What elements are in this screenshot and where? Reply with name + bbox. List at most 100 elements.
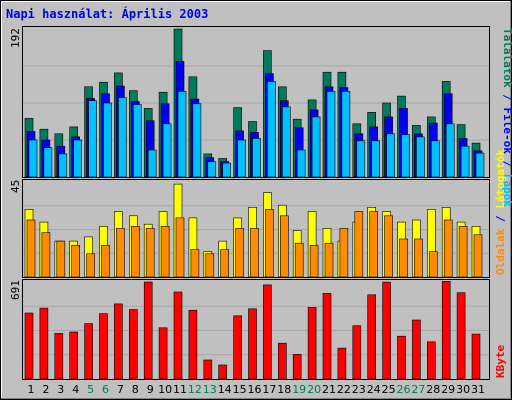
pages-bar-oldalak-day-18 bbox=[279, 215, 289, 278]
kbyte-bar-kbyte-day-13 bbox=[203, 359, 213, 380]
kbyte-bar-kbyte-day-16 bbox=[248, 308, 257, 380]
pages-bar-oldalak-day-29 bbox=[443, 219, 453, 278]
legend-lapok: Lapok bbox=[501, 174, 512, 207]
day-label: 9 bbox=[147, 383, 154, 396]
kbyte-bar-kbyte-day-17 bbox=[263, 284, 272, 380]
hits-bar-lapok-day-28 bbox=[430, 140, 440, 178]
hits-bar-lapok-day-7 bbox=[118, 97, 127, 178]
kbyte-legend: KByte bbox=[494, 345, 507, 378]
kbyte-bar-kbyte-day-22 bbox=[337, 347, 347, 380]
kbyte-bar-kbyte-day-24 bbox=[367, 294, 377, 380]
hits-bar-lapok-day-11 bbox=[177, 91, 187, 178]
day-label: 2 bbox=[42, 383, 49, 396]
pages-bar-oldalak-day-19 bbox=[294, 242, 304, 278]
hits-bar-lapok-day-24 bbox=[371, 140, 381, 178]
legend-sep-3: / bbox=[494, 209, 507, 229]
hits-bar-lapok-day-12 bbox=[192, 103, 202, 178]
pages-bar-oldalak-day-15 bbox=[235, 228, 244, 278]
hits-bar-lapok-day-5 bbox=[88, 100, 97, 178]
hits-bar-lapok-day-29 bbox=[445, 123, 455, 178]
day-label: 29 bbox=[441, 383, 455, 396]
hits-ymax-label: 192 bbox=[9, 28, 22, 48]
day-label: 5 bbox=[87, 383, 94, 396]
hits-bar-lapok-day-19 bbox=[296, 149, 306, 178]
pages-bar-oldalak-day-5 bbox=[86, 253, 95, 278]
kbyte-bar-kbyte-day-2 bbox=[39, 307, 49, 380]
day-label: 3 bbox=[57, 383, 64, 396]
hits-bar-lapok-day-30 bbox=[460, 145, 470, 178]
pages-bar-oldalak-day-10 bbox=[160, 226, 170, 278]
hits-bar-lapok-day-26 bbox=[401, 134, 410, 178]
legend-sep-1: / bbox=[501, 88, 512, 108]
hits-bar-lapok-day-22 bbox=[341, 91, 351, 178]
day-label: 30 bbox=[456, 383, 470, 396]
legend-latogatok: Látogatók bbox=[494, 149, 507, 209]
pages-bar-oldalak-day-6 bbox=[101, 245, 110, 278]
legend-sep-2: / bbox=[501, 154, 512, 174]
kbyte-bar-kbyte-day-31 bbox=[471, 333, 481, 380]
kbyte-bar-kbyte-day-5 bbox=[84, 323, 93, 380]
kbyte-bar-kbyte-day-30 bbox=[456, 292, 466, 380]
pages-bar-oldalak-day-23 bbox=[354, 211, 364, 278]
day-label: 4 bbox=[72, 383, 79, 396]
legend-talalatok: Találatok bbox=[501, 28, 512, 88]
hits-bar-lapok-day-27 bbox=[416, 136, 425, 178]
kbyte-ymax-label: 691 bbox=[9, 280, 22, 300]
hits-bar-lapok-day-10 bbox=[162, 123, 172, 178]
hits-bar-lapok-day-15 bbox=[237, 139, 246, 178]
kbyte-panel-frame bbox=[22, 279, 490, 380]
hits-bar-lapok-day-9 bbox=[147, 149, 157, 178]
kbyte-bar-kbyte-day-1 bbox=[24, 312, 34, 380]
kbyte-bar-kbyte-day-3 bbox=[54, 333, 64, 380]
kbyte-bar-kbyte-day-18 bbox=[277, 342, 287, 380]
pages-bar-oldalak-day-8 bbox=[131, 226, 140, 278]
day-label: 14 bbox=[218, 383, 232, 396]
hits-bar-lapok-day-16 bbox=[252, 138, 261, 178]
pages-bar-oldalak-day-13 bbox=[205, 253, 215, 278]
hits-bar-lapok-day-6 bbox=[103, 102, 112, 178]
pages-bar-oldalak-day-7 bbox=[116, 228, 125, 278]
hits-bar-lapok-day-31 bbox=[475, 152, 485, 178]
day-label: 31 bbox=[471, 383, 485, 396]
kbyte-bar-kbyte-day-14 bbox=[218, 364, 227, 380]
kbyte-bar-kbyte-day-25 bbox=[382, 281, 391, 380]
pages-bar-oldalak-day-25 bbox=[384, 215, 393, 278]
pages-bar-oldalak-day-22 bbox=[339, 228, 349, 278]
hits-bar-lapok-day-4 bbox=[73, 139, 82, 178]
kbyte-bar-kbyte-day-23 bbox=[352, 325, 362, 380]
kbyte-bar-kbyte-day-27 bbox=[412, 319, 421, 380]
pages-bar-oldalak-day-30 bbox=[458, 226, 468, 278]
kbyte-bar-kbyte-day-8 bbox=[129, 309, 138, 380]
pages-bar-oldalak-day-11 bbox=[175, 217, 185, 278]
day-label: 12 bbox=[188, 383, 202, 396]
pages-bar-oldalak-day-21 bbox=[324, 242, 334, 278]
pages-bar-oldalak-day-3 bbox=[56, 240, 66, 278]
hits-bar-lapok-day-23 bbox=[356, 140, 366, 178]
hits-bar-lapok-day-21 bbox=[326, 91, 336, 178]
day-label: 24 bbox=[367, 383, 381, 396]
day-label: 15 bbox=[233, 383, 247, 396]
pages-bar-oldalak-day-9 bbox=[145, 228, 155, 278]
day-label: 10 bbox=[158, 383, 172, 396]
pages-bar-oldalak-day-31 bbox=[473, 234, 483, 278]
hits-bar-lapok-day-17 bbox=[267, 81, 276, 178]
kbyte-bar-kbyte-day-26 bbox=[397, 335, 406, 380]
pages-bar-oldalak-day-20 bbox=[309, 245, 319, 278]
hits-bar-lapok-day-1 bbox=[28, 139, 38, 178]
day-label: 27 bbox=[411, 383, 425, 396]
day-label: 28 bbox=[426, 383, 440, 396]
kbyte-bar-kbyte-day-6 bbox=[99, 313, 108, 380]
pages-bar-oldalak-day-28 bbox=[428, 251, 438, 278]
chart-title: Napi használat: Április 2003 bbox=[6, 6, 208, 21]
kbyte-bar-kbyte-day-28 bbox=[426, 341, 436, 380]
pages-bar-oldalak-day-17 bbox=[265, 209, 274, 278]
hits-panel-frame bbox=[22, 26, 490, 178]
kbyte-bar-kbyte-day-9 bbox=[143, 281, 153, 380]
hits-bar-lapok-day-14 bbox=[222, 162, 231, 178]
pages-bar-oldalak-day-27 bbox=[414, 238, 423, 278]
day-label: 23 bbox=[352, 383, 366, 396]
day-label: 17 bbox=[262, 383, 276, 396]
kbyte-bar-kbyte-day-4 bbox=[69, 331, 78, 380]
day-label: 18 bbox=[277, 383, 291, 396]
